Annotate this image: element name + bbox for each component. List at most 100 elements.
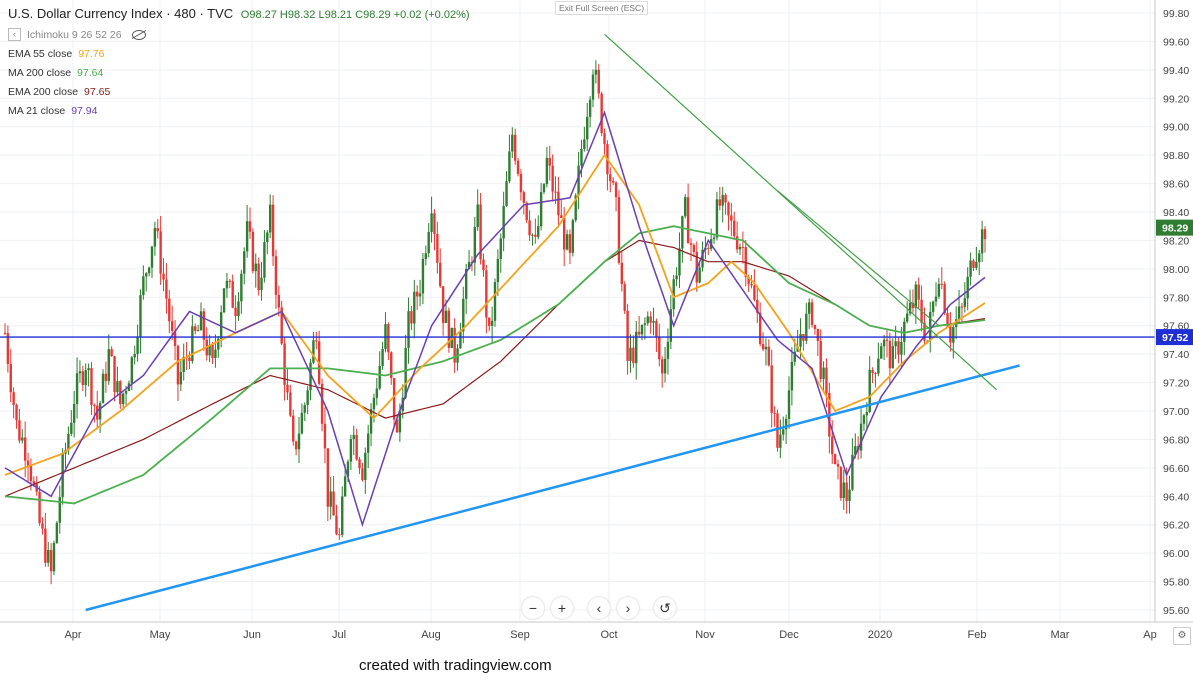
candle-body [26,460,30,466]
candle-body [361,468,364,480]
last-price-badge [1156,219,1193,236]
candle-body [733,220,736,237]
x-tick-label: Dec [779,629,799,641]
candle-body [260,277,263,291]
level-badge [1156,329,1193,346]
candle-body [101,373,105,404]
exit-fullscreen-button[interactable]: Exit Full Screen (ESC) [555,1,649,15]
candle-body [153,228,157,247]
candle-body [894,341,897,347]
candle-body [49,550,53,572]
scroll-right-button[interactable]: › [617,597,639,619]
candle-body [464,269,468,299]
candle-body [574,195,577,221]
eye-crossed-icon[interactable] [131,29,146,40]
y-tick-label: 98.00 [1163,264,1189,276]
y-tick-label: 97.80 [1163,292,1189,304]
candle-body [459,331,462,349]
candle-body [508,151,511,182]
candle-body [47,550,50,563]
y-tick-label: 97.20 [1163,378,1189,390]
candle-body [133,353,136,358]
indicator-label: MA 21 close [8,105,66,117]
candle-body [770,365,773,413]
candle-body [528,220,531,236]
candle-body [880,346,883,359]
zoom-out-button[interactable]: − [522,597,544,619]
candle-body [773,412,776,414]
candle-body [724,194,727,203]
candle-body [341,496,344,535]
indicator-ichimoku[interactable]: ‹ Ichimoku 9 26 52 26 [8,28,470,41]
candle-body [787,390,791,419]
candle-body [110,349,113,357]
candle-body [905,313,909,322]
candle-body [343,476,347,497]
candle-body [240,273,243,302]
candle-body [568,234,572,253]
candle-body [686,197,690,244]
candle-body [750,283,753,286]
candle-body [655,320,658,338]
scroll-left-button[interactable]: ‹ [588,597,610,619]
candle-body [493,282,497,321]
candle-body [378,366,381,389]
candle-body [286,384,289,393]
candle-body [196,330,200,332]
candle-body [228,280,232,282]
candle-body [597,69,600,94]
collapse-icon[interactable]: ‹ [8,28,21,41]
candle-body [623,284,626,311]
candle-body [182,356,185,372]
candle-body [453,327,456,363]
candle-body [55,522,59,544]
candle-body [98,403,102,420]
indicator-ema200[interactable]: EMA 200 close 97.65 [8,86,470,98]
zoom-in-button[interactable]: + [551,597,573,619]
candle-body [807,302,811,314]
candle-body [191,326,194,362]
candle-body [718,199,722,206]
reset-chart-button[interactable]: ↺ [654,597,676,619]
indicator-ema55[interactable]: EMA 55 close 97.76 [8,48,470,60]
candle-body [124,391,128,394]
candle-body [467,261,471,270]
candle-body [672,279,675,310]
candle-body [70,422,73,434]
trendlines [0,33,1155,612]
candle-body [170,321,174,331]
candle-body [142,276,145,296]
candle-body [862,415,866,424]
candle-body [145,273,148,277]
x-tick-label: May [150,629,171,641]
candle-body [369,409,373,434]
candle-body [234,307,237,317]
candle-body [914,284,918,309]
candle-body [404,347,407,398]
candle-body [329,491,332,507]
candle-body [277,294,281,308]
indicator-ma200[interactable]: MA 200 close 97.64 [8,67,470,79]
candle-body [485,270,488,318]
candle-body [208,344,211,356]
candle-body [107,349,110,381]
candle-body [681,216,684,249]
candle-body [611,180,615,183]
x-tick-label: Nov [695,629,715,641]
indicator-ma21[interactable]: MA 21 close 97.94 [8,105,470,117]
candle-body [923,322,926,341]
candle-body [978,253,981,262]
candle-body [885,339,889,341]
candle-body [554,191,557,193]
y-tick-label: 99.40 [1163,65,1189,77]
candle-body [776,413,779,448]
candle-body [911,302,915,309]
ema200-line [4,239,986,497]
candle-body [511,134,514,152]
candle-body [747,277,750,284]
candle-body [90,368,93,406]
candle-body [917,284,920,300]
gear-icon[interactable]: ⚙ [1173,627,1191,645]
candle-body [692,244,696,252]
